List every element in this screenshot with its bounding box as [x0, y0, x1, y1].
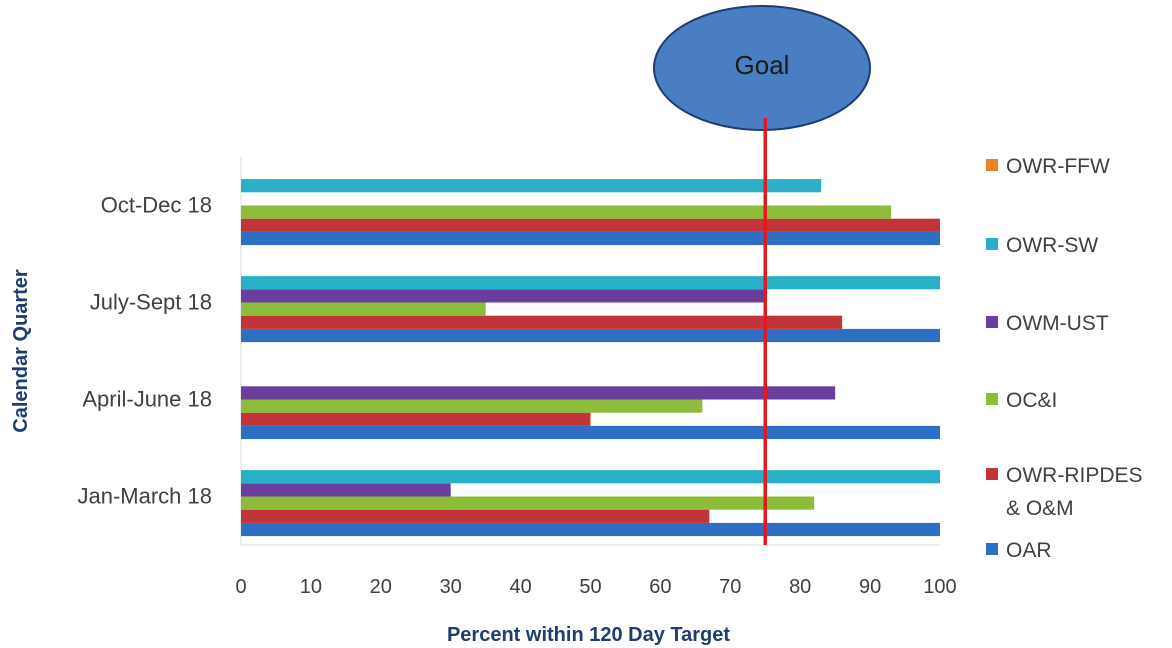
x-tick-label: 100 [923, 576, 956, 598]
legend-swatch [986, 468, 998, 480]
x-tick-label: 0 [235, 576, 246, 598]
bar [241, 289, 766, 303]
x-tick-label: 70 [719, 576, 741, 598]
legend-label: OC&I [1006, 389, 1057, 412]
legend-label: & O&M [1006, 497, 1074, 520]
x-tick-label: 30 [440, 576, 462, 598]
bar [241, 205, 892, 219]
legend-label: OAR [1006, 539, 1052, 562]
bar [241, 470, 940, 484]
x-tick-label: 10 [300, 576, 322, 598]
x-tick-label: 90 [859, 576, 881, 598]
legend-label: OWM-UST [1006, 312, 1109, 335]
x-tick-label: 40 [509, 576, 531, 598]
bar [241, 218, 940, 232]
x-axis-title: Percent within 120 Day Target [447, 624, 730, 646]
goal-label: Goal [735, 50, 790, 80]
bar [241, 483, 451, 497]
bar [241, 302, 486, 316]
x-tick-label: 80 [789, 576, 811, 598]
y-axis-title: Calendar Quarter [10, 269, 32, 433]
legend-label: OWR-FFW [1006, 155, 1110, 178]
legend-swatch [986, 393, 998, 405]
x-tick-label: 20 [370, 576, 392, 598]
bar [241, 328, 940, 343]
bar [241, 179, 822, 193]
legend-label: OWR-SW [1006, 234, 1098, 257]
goal-bubble [653, 5, 871, 131]
bar [241, 276, 940, 290]
legend-swatch [986, 238, 998, 250]
x-tick-label: 60 [649, 576, 671, 598]
legend-swatch [986, 316, 998, 328]
bar [241, 399, 703, 413]
bar [241, 315, 843, 329]
bar [241, 522, 940, 537]
x-tick-label: 50 [579, 576, 601, 598]
legend-swatch [986, 159, 998, 171]
legend-swatch [986, 543, 998, 555]
category-label: April-June 18 [82, 387, 212, 412]
category-label: July-Sept 18 [90, 290, 212, 315]
bar [241, 496, 815, 510]
bar [241, 509, 710, 523]
bar [241, 386, 836, 400]
category-label: Oct-Dec 18 [101, 193, 212, 218]
legend-label: OWR-RIPDES [1006, 464, 1143, 487]
bar [241, 425, 940, 440]
bar [241, 412, 591, 426]
category-label: Jan-March 18 [77, 484, 212, 509]
bar [241, 231, 940, 246]
